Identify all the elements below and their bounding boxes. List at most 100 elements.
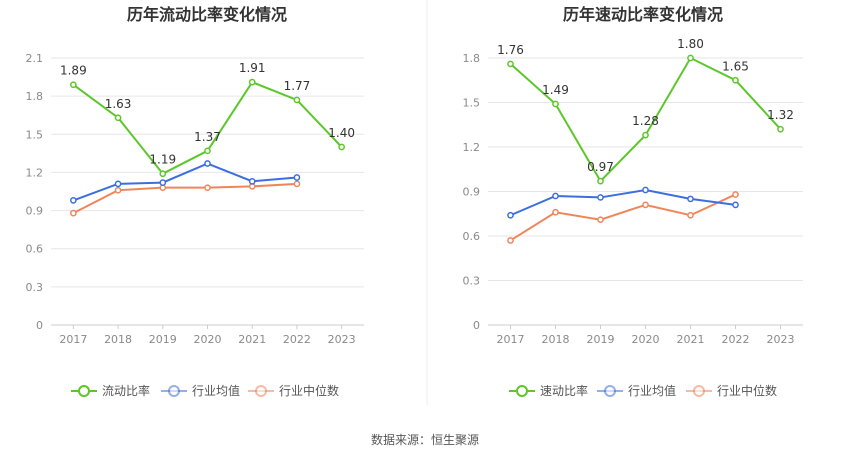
data-point [293,174,301,181]
data-point [642,201,649,209]
legend-marker [255,385,267,397]
data-point [597,216,604,224]
data-point [70,197,77,204]
data-label: 0.97 [587,160,614,174]
legend-marker [604,385,616,397]
legend-item[interactable]: 流动比率 [71,383,150,398]
data-label: 1.91 [239,61,266,75]
data-point [70,81,77,89]
data-source: 数据来源：恒生聚源 [370,433,479,447]
x-tick-label: 2018 [104,333,132,346]
x-tick-label: 2023 [328,333,356,346]
legend-item[interactable]: 行业均值 [161,383,240,398]
y-tick-label: 1.2 [463,141,481,154]
data-point [687,211,694,219]
data-label: 1.40 [328,126,355,140]
legend-label: 行业均值 [628,383,676,398]
x-tick-label: 2023 [767,333,795,346]
data-point [507,237,514,244]
data-point [248,78,256,86]
chart-2: 历年速动比率变化情况 0 0.3 0.6 0.9 1.2 1.5 1.8 2017 2018 201… [463,5,803,398]
x-tick-label: 2022 [283,333,311,346]
data-label: 1.37 [194,130,221,144]
y-tick-label: 1.5 [463,97,481,110]
series-line [510,189,736,217]
series-line [509,193,736,242]
data-point [159,179,167,186]
y-tick-label: 1.2 [26,166,44,179]
legend-label: 行业均值 [192,383,240,398]
data-point [293,96,301,104]
legend-marker [516,385,528,397]
x-tick-label: 2017 [497,333,525,346]
series-line [73,162,298,202]
data-label: 1.89 [60,64,87,78]
series-line [72,182,297,215]
data-point [70,209,77,217]
data-label: 1.77 [284,79,311,93]
data-point [642,131,649,139]
y-tick-label: 0.3 [26,281,44,294]
data-point [597,194,604,201]
data-point [248,177,256,185]
legend-item[interactable]: 行业中位数 [248,383,339,398]
data-label: 1.49 [542,83,569,97]
y-tick-label: 0 [473,319,480,332]
legend-marker [168,385,180,397]
data-point [687,195,694,203]
x-tick-label: 2021 [677,333,705,346]
y-tick-label: 0.9 [26,205,44,218]
data-point [687,54,694,62]
x-tick-label: 2019 [149,333,177,346]
legend-label: 速动比率 [540,383,588,398]
legend-item[interactable]: 行业均值 [597,383,676,398]
data-label: 1.32 [767,108,794,122]
data-label: 1.80 [677,37,704,51]
data-label: 1.28 [632,114,659,128]
data-point [597,177,604,185]
y-tick-label: 0.9 [463,186,481,199]
y-tick-label: 0.6 [26,243,44,256]
data-label: 1.76 [497,43,524,57]
legend-label: 行业中位数 [717,383,777,398]
legend-label: 流动比率 [102,383,150,398]
data-point [732,76,739,84]
data-label: 1.19 [149,153,176,167]
x-tick-label: 2022 [722,333,750,346]
data-point [507,60,514,68]
data-point [204,184,211,192]
x-tick-label: 2020 [632,333,660,346]
data-point [642,186,649,194]
y-tick-label: 0.3 [463,275,481,288]
data-point [204,147,211,155]
data-label: 1.65 [722,59,749,73]
data-point [552,192,559,200]
legend-item[interactable]: 速动比率 [509,383,588,398]
chart-title: 历年速动比率变化情况 [563,5,723,24]
legend-marker [693,385,705,397]
x-tick-label: 2021 [238,333,266,346]
x-tick-label: 2020 [194,333,222,346]
y-tick-label: 1.8 [26,90,44,103]
x-tick-label: 2018 [542,333,570,346]
data-point [114,186,122,194]
data-point [293,180,301,188]
data-point [159,170,167,178]
data-point [552,100,559,108]
data-point [732,201,739,209]
chart-1: 历年流动比率变化情况 0 0.3 0.6 0.9 1.2 1.5 1.8 2.1 2017 2018… [26,5,364,398]
y-tick-label: 1.8 [463,52,481,65]
data-label: 1.63 [105,97,132,111]
legend-marker [78,385,90,397]
data-point [732,191,739,198]
data-point [204,160,211,167]
chart-title: 历年流动比率变化情况 [127,5,287,24]
x-tick-label: 2019 [587,333,615,346]
x-tick-label: 2017 [59,333,87,346]
legend-item[interactable]: 行业中位数 [686,383,777,398]
y-tick-label: 2.1 [26,52,44,65]
data-point [338,143,345,151]
data-point [114,114,122,122]
legend-label: 行业中位数 [279,383,339,398]
